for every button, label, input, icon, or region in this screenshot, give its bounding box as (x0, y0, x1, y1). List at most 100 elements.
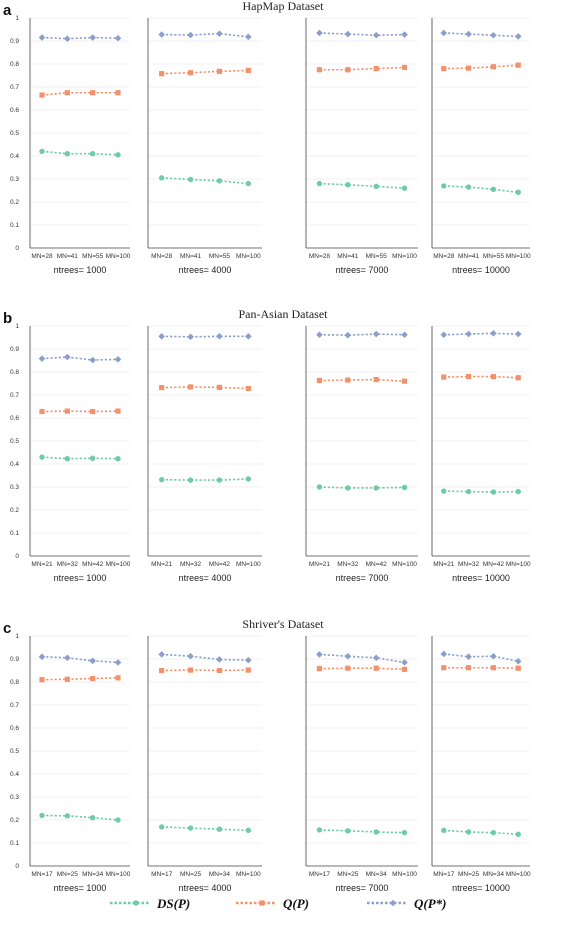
point-qstar (465, 330, 472, 338)
subplot-label: ntrees= 1000 (54, 573, 107, 583)
point-ds (373, 829, 379, 835)
point-ds (441, 183, 447, 189)
point-q (159, 385, 165, 391)
subplot-2: MN=21 MN=32 MN=42 MN=100 ntrees= 4000 (147, 325, 262, 583)
point-ds (316, 827, 323, 833)
point-ds (115, 456, 121, 462)
series-line-ds (41, 814, 119, 821)
point-ds (373, 183, 379, 190)
x-tick-label: MN=55 (483, 253, 505, 260)
panel-b: b Pan-Asian Dataset 0 0.1 0.2 0.3 0.4 0.5 0.6 0.7… (3, 307, 531, 583)
x-tick-label: MN=32 (337, 561, 359, 568)
x-tick-label: MN=100 (236, 253, 261, 260)
y-tick-label: 0 (15, 553, 19, 560)
x-tick-label: MN=55 (366, 253, 388, 260)
point-ds (115, 152, 121, 158)
point-q (465, 374, 472, 380)
y-tick-label: 0.7 (10, 702, 19, 709)
series-line-qstar (161, 32, 249, 38)
point-qstar (490, 31, 497, 39)
point-ds (345, 828, 351, 834)
x-tick-label: MN=41 (337, 253, 359, 260)
point-qstar (344, 652, 352, 660)
point-q (345, 67, 351, 73)
subplot-label: ntrees= 7000 (336, 573, 389, 583)
series-line-qstar (161, 653, 249, 661)
point-q (187, 384, 194, 390)
point-q (115, 90, 121, 96)
point-qstar (187, 652, 194, 660)
point-qstar (401, 659, 408, 666)
x-tick-label: MN=17 (433, 871, 455, 878)
point-ds (158, 175, 165, 181)
point-ds (89, 455, 96, 461)
point-ds (187, 176, 194, 183)
subplot-4: MN=21 MN=32 MN=42 MN=100 ntrees= 10000 (431, 325, 531, 583)
panel-c: c Shriver's Dataset 0 0.1 0.2 0.3 0.4 0.5 0.6 0.7… (3, 617, 531, 893)
point-qstar (372, 31, 380, 39)
series-line-ds (41, 150, 119, 156)
point-q (515, 375, 521, 381)
subplot-2: MN=17 MN=25 MN=34 MN=100 ntrees= 4000 (147, 635, 262, 893)
point-ds (345, 485, 351, 491)
point-ds (216, 178, 223, 184)
point-ds (39, 812, 45, 819)
x-tick-label: MN=100 (392, 561, 417, 568)
point-qstar (316, 29, 323, 37)
x-tick-label: MN=17 (309, 871, 331, 878)
y-tick-label: 1 (15, 323, 19, 330)
x-tick-label: MN=28 (31, 253, 53, 260)
y-tick-label: 0.8 (10, 679, 19, 686)
point-qstar (114, 34, 122, 42)
series-line-qstar (319, 653, 405, 664)
series-line-qstar (443, 332, 519, 336)
point-q (245, 667, 251, 673)
point-qstar (89, 356, 96, 364)
point-q (159, 71, 165, 77)
point-ds (64, 151, 71, 157)
point-q (441, 374, 447, 380)
series-line-ds (319, 829, 405, 834)
point-qstar (401, 331, 408, 339)
x-tick-label: MN=32 (180, 561, 202, 568)
series-line-ds (41, 456, 119, 460)
x-tick-label: MN=100 (236, 561, 261, 568)
point-ds (373, 485, 379, 491)
point-q (90, 90, 96, 96)
point-ds (158, 824, 165, 830)
point-q (465, 65, 472, 71)
y-tick-label: 0.2 (10, 199, 19, 206)
panel-title: HapMap Dataset (243, 0, 325, 13)
series-line-q (319, 66, 405, 71)
point-qstar (64, 35, 71, 42)
series-line-q (319, 667, 405, 671)
x-tick-label: MN=42 (82, 561, 104, 568)
x-tick-label: MN=28 (309, 253, 331, 260)
point-q (39, 677, 45, 683)
y-tick-label: 0.8 (10, 369, 19, 376)
x-tick-label: MN=100 (506, 871, 531, 878)
x-tick-label: MN=21 (309, 561, 331, 568)
x-tick-label: MN=34 (82, 871, 104, 878)
point-qstar (114, 356, 122, 363)
y-tick-label: 0 (15, 863, 19, 870)
x-tick-label: MN=42 (209, 561, 231, 568)
point-ds (441, 827, 447, 834)
point-ds (39, 454, 45, 460)
x-tick-label: MN=25 (180, 871, 202, 878)
y-tick-label: 0.5 (10, 438, 19, 445)
y-tick-label: 0.8 (10, 61, 19, 68)
y-tick-label: 0.2 (10, 507, 19, 514)
x-tick-label: MN=25 (57, 871, 79, 878)
subplot-1: MN=17 MN=25 MN=34 MN=100 ntrees= 1000 (29, 635, 131, 893)
point-ds (490, 829, 497, 836)
series-line-qstar (319, 333, 405, 337)
point-qstar (64, 654, 71, 662)
x-tick-label: MN=17 (151, 871, 173, 878)
x-tick-label: MN=21 (433, 561, 455, 568)
subplot-1: MN=21 MN=32 MN=42 MN=100 ntrees= 1000 (29, 325, 131, 583)
point-ds (216, 826, 223, 832)
point-qstar (514, 658, 522, 665)
legend: DS(P) Q(P) Q(P*) (110, 896, 447, 911)
